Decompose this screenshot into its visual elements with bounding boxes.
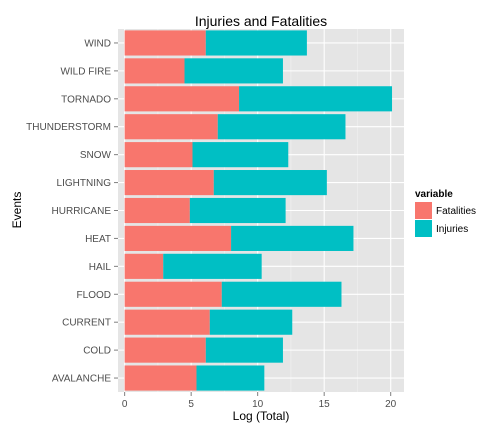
x-axis: 0 5 10 15 20	[122, 392, 397, 410]
bar-injuries-avalanche	[196, 365, 265, 391]
legend-label-injuries: Injuries	[436, 224, 468, 235]
legend-title: variable	[415, 189, 453, 200]
y-tick-label: HURRICANE	[52, 206, 112, 217]
y-tick-label: WIND	[84, 38, 111, 49]
bar-fatalities-wind	[124, 30, 206, 56]
bar-injuries-thunderstorm	[217, 114, 346, 140]
bar-fatalities-wild-fire	[124, 58, 185, 84]
y-tick-label: AVALANCHE	[52, 374, 111, 385]
bar-fatalities-cold	[124, 337, 206, 363]
y-axis-title: Events	[10, 192, 24, 229]
chart-title: Injuries and Fatalities	[195, 13, 327, 29]
bar-fatalities-snow	[124, 142, 193, 168]
x-tick-label: 0	[122, 399, 128, 410]
y-tick-label: WILD FIRE	[60, 66, 111, 77]
y-axis: WIND WILD FIRE TORNADO THUNDERSTORM SNOW LIGH…	[26, 38, 118, 385]
y-tick-label: FLOOD	[77, 290, 111, 301]
legend-label-fatalities: Fatalities	[436, 206, 476, 217]
y-tick-label: HEAT	[85, 234, 111, 245]
bar-fatalities-heat	[124, 225, 232, 251]
legend-swatch-injuries	[415, 220, 432, 237]
x-tick-label: 20	[385, 399, 397, 410]
y-tick-label: SNOW	[80, 150, 112, 161]
bar-injuries-wild-fire	[184, 58, 283, 84]
legend-swatch-fatalities	[415, 202, 432, 219]
bar-fatalities-current	[124, 309, 210, 335]
bar-injuries-hurricane	[189, 197, 286, 224]
x-tick-label: 15	[319, 399, 331, 410]
bar-fatalities-flood	[124, 281, 222, 307]
y-tick-label: HAIL	[89, 262, 112, 273]
y-tick-label: CURRENT	[62, 318, 111, 329]
bar-injuries-tornado	[239, 86, 393, 112]
y-tick-label: COLD	[83, 346, 111, 357]
bar-injuries-heat	[231, 225, 354, 251]
bar-injuries-cold	[205, 337, 283, 363]
bars	[124, 30, 393, 391]
x-tick-label: 10	[252, 399, 264, 410]
bar-injuries-snow	[192, 142, 289, 168]
x-tick-label: 5	[188, 399, 194, 410]
x-axis-title: Log (Total)	[233, 409, 290, 423]
y-tick-label: LIGHTNING	[57, 178, 112, 189]
bar-injuries-flood	[221, 281, 342, 307]
bar-injuries-lightning	[213, 170, 327, 196]
bar-injuries-wind	[205, 30, 307, 56]
bar-injuries-hail	[163, 253, 262, 279]
bar-injuries-current	[209, 309, 293, 335]
y-tick-label: THUNDERSTORM	[26, 122, 111, 133]
y-tick-label: TORNADO	[61, 94, 111, 105]
bar-fatalities-thunderstorm	[124, 114, 218, 140]
bar-fatalities-tornado	[124, 86, 240, 112]
bar-fatalities-lightning	[124, 170, 214, 196]
bar-fatalities-hail	[124, 253, 164, 279]
legend: variable Fatalities Injuries	[415, 189, 476, 237]
bar-fatalities-hurricane	[124, 197, 190, 224]
bar-fatalities-avalanche	[124, 365, 197, 391]
